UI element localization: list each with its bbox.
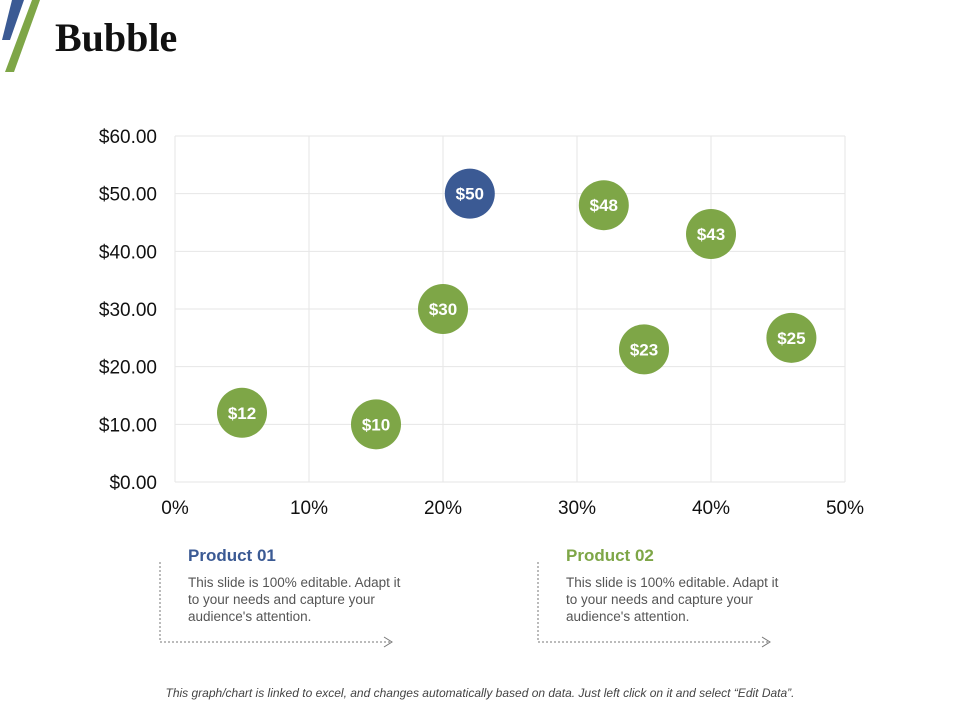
product-02-block: Product 02 This slide is 100% editable. … (566, 546, 806, 625)
x-tick-label: 0% (161, 498, 189, 519)
y-tick-label: $40.00 (99, 242, 157, 263)
bubble (578, 180, 629, 231)
bubble-data-label: $10 (362, 415, 390, 434)
bubble (351, 399, 401, 450)
product-01-text: This slide is 100% editable. Adapt it to… (188, 575, 401, 624)
y-tick-label: $50.00 (99, 185, 157, 206)
bubble-data-label: $48 (590, 196, 618, 215)
bubble (766, 312, 817, 363)
y-tick-label: $30.00 (99, 300, 157, 321)
x-tick-label: 10% (290, 498, 328, 519)
product-01-title: Product 01 (188, 546, 276, 565)
footnote: This graph/chart is linked to excel, and… (165, 686, 795, 700)
y-tick-label: $20.00 (99, 358, 157, 379)
title-accent-stripes (2, 0, 40, 72)
bubble (619, 324, 669, 375)
bubble-data-label: $12 (228, 404, 256, 423)
y-tick-label: $60.00 (99, 127, 157, 148)
bubble-data-label: $23 (630, 340, 658, 359)
x-tick-label: 40% (692, 498, 730, 519)
x-tick-label: 20% (424, 498, 462, 519)
bubble (418, 284, 468, 334)
product-01-block: Product 01 This slide is 100% editable. … (188, 546, 428, 625)
x-tick-label: 30% (558, 498, 596, 519)
product-01-bracket-arrow (159, 562, 393, 648)
bubble-chart: $0.00 $10.00 $20.00 $30.00 $40.00 $50.00 $60.0… (99, 127, 864, 519)
bubble-data-label: $43 (697, 225, 725, 244)
bubble-data-label: $25 (777, 329, 805, 348)
product-02-bracket-arrow (537, 562, 771, 648)
bubble-data-label: $30 (429, 300, 457, 319)
y-tick-label: $10.00 (99, 415, 157, 436)
bubble (444, 168, 495, 219)
product-02-text: This slide is 100% editable. Adapt it to… (566, 575, 779, 624)
bubble-data-label: $50 (456, 185, 484, 204)
page-title: Bubble (55, 15, 178, 60)
bubble (217, 387, 267, 438)
bubble (686, 209, 736, 260)
x-tick-label: 50% (826, 498, 864, 519)
product-02-title: Product 02 (566, 546, 654, 565)
y-tick-label: $0.00 (109, 473, 157, 494)
